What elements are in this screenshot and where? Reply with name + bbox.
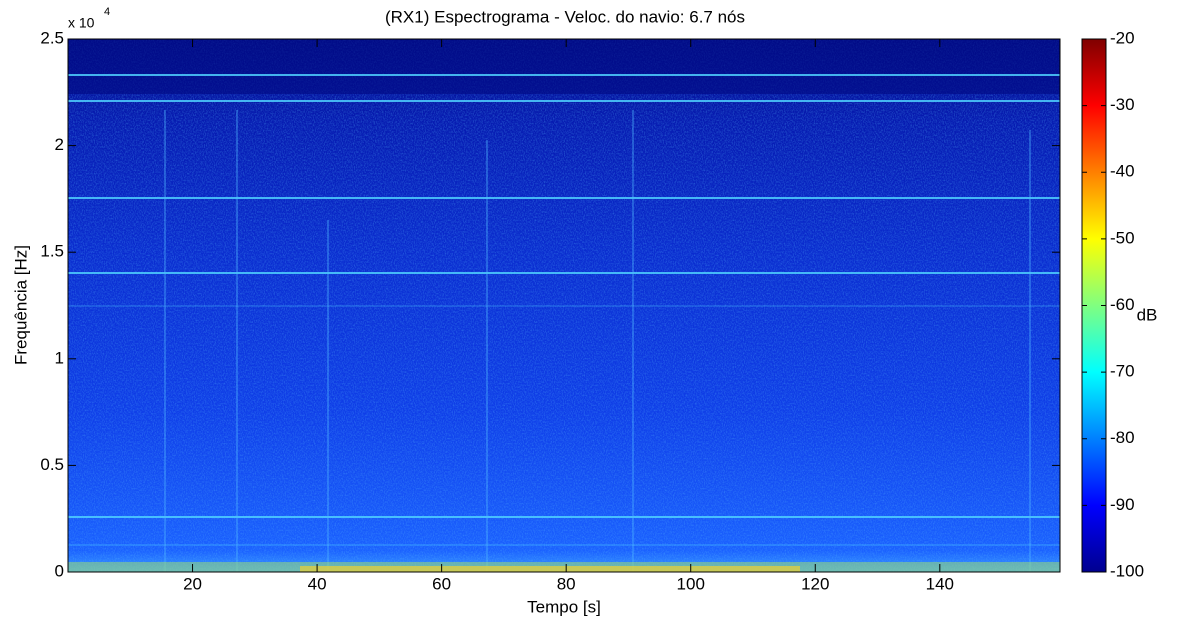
x-axis-label: Tempo [s] [527, 597, 601, 616]
y-tick-label: 1 [55, 348, 64, 367]
y-multiplier: x 10 [68, 15, 95, 31]
colorbar-tick-label: -60 [1110, 295, 1135, 314]
chart-title: (RX1) Espectrograma - Veloc. do navio: 6… [385, 7, 745, 26]
x-tick-label: 80 [557, 574, 576, 593]
x-tick-label: 60 [432, 574, 451, 593]
colorbar-tick-label: -30 [1110, 95, 1135, 114]
x-tick-label: 140 [926, 574, 954, 593]
y-tick-label: 0 [55, 561, 64, 580]
plot-frame [67, 38, 1061, 573]
x-tick-label: 40 [308, 574, 327, 593]
y-multiplier-exp: 4 [104, 6, 110, 18]
colorbar-label: dB [1137, 305, 1158, 324]
colorbar-tick-label: -50 [1110, 228, 1135, 247]
colorbar-tick-label: -90 [1110, 495, 1135, 514]
colorbar-tick-label: -70 [1110, 362, 1135, 381]
y-tick-label: 2.5 [40, 28, 64, 47]
y-tick-label: 1.5 [40, 242, 64, 261]
y-axis-label: Frequência [Hz] [11, 245, 30, 365]
x-tick-label: 120 [801, 574, 829, 593]
colorbar-tick-label: -100 [1110, 561, 1144, 580]
x-tick-label: 20 [183, 574, 202, 593]
y-tick-label: 2 [55, 135, 64, 154]
colorbar-tick-label: -40 [1110, 162, 1135, 181]
spectrogram-image [68, 39, 1060, 572]
colorbar-tick-label: -80 [1110, 428, 1135, 447]
colorbar-tick-label: -20 [1110, 28, 1135, 47]
x-tick-label: 100 [677, 574, 705, 593]
y-tick-label: 0.5 [40, 455, 64, 474]
